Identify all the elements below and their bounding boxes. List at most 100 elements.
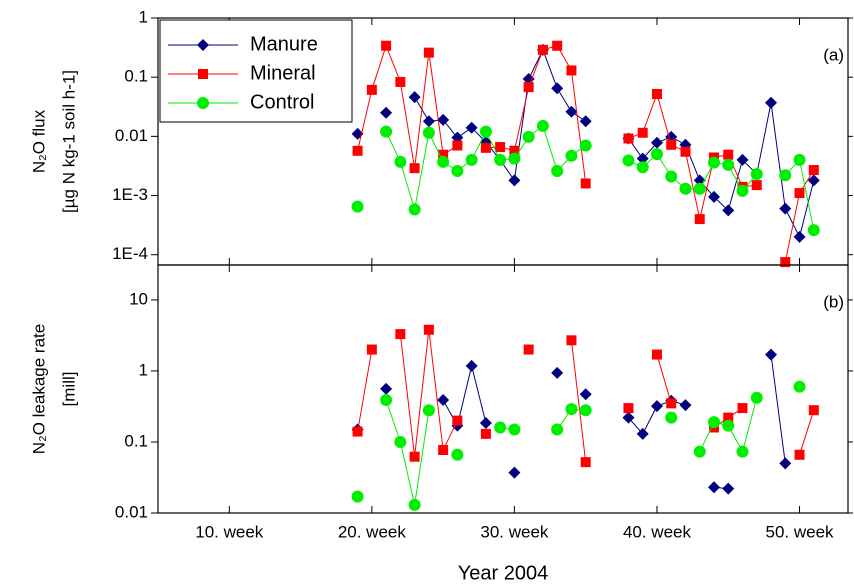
marker	[579, 404, 592, 417]
marker	[438, 149, 449, 160]
marker	[565, 105, 578, 118]
marker	[707, 481, 720, 494]
legend-label: Mineral	[250, 62, 316, 84]
marker	[523, 344, 534, 355]
marker	[579, 139, 592, 152]
series-line	[442, 354, 786, 490]
marker	[351, 490, 364, 503]
marker	[465, 121, 478, 134]
marker	[794, 188, 805, 199]
marker	[765, 348, 778, 361]
marker	[736, 184, 749, 197]
marker	[537, 44, 548, 55]
y-tick-label: 1E-3	[112, 185, 148, 204]
marker	[808, 165, 819, 176]
marker	[380, 106, 393, 119]
marker	[480, 428, 491, 439]
marker	[737, 403, 748, 414]
series-line	[385, 125, 815, 231]
marker	[422, 115, 435, 128]
marker	[451, 164, 464, 177]
marker	[622, 154, 635, 167]
marker	[722, 482, 735, 495]
marker	[566, 335, 577, 346]
y-tick-label: 0.01	[115, 502, 148, 521]
marker	[509, 145, 520, 156]
marker	[452, 140, 463, 151]
marker	[750, 168, 763, 181]
marker	[551, 423, 564, 436]
marker	[623, 133, 634, 144]
marker	[707, 416, 720, 429]
marker	[380, 393, 393, 406]
marker	[580, 457, 591, 468]
marker	[679, 399, 692, 412]
marker	[665, 411, 678, 424]
marker	[693, 182, 706, 195]
marker	[722, 158, 735, 171]
y-tick-label: 0.1	[124, 431, 148, 450]
marker	[750, 391, 763, 404]
marker	[622, 411, 635, 424]
x-axis-title: Year 2004	[458, 562, 548, 584]
x-tick-label: 40. week	[623, 522, 692, 541]
marker	[779, 457, 792, 470]
marker	[736, 153, 749, 166]
marker	[807, 224, 820, 237]
marker	[666, 398, 677, 409]
marker	[680, 146, 691, 157]
series-line	[414, 48, 815, 239]
marker	[422, 404, 435, 417]
marker	[694, 214, 705, 225]
marker	[780, 257, 791, 268]
y-tick-label: 1E-4	[112, 244, 148, 263]
marker	[751, 180, 762, 191]
marker	[197, 39, 209, 51]
marker	[707, 156, 720, 169]
marker	[636, 161, 649, 174]
marker	[793, 230, 806, 243]
y-tick-label: 0.1	[124, 67, 148, 86]
panel-label: (a)	[823, 45, 844, 64]
marker	[679, 182, 692, 195]
marker	[479, 416, 492, 429]
x-tick-label: 20. week	[338, 522, 407, 541]
marker	[779, 169, 792, 182]
y-tick-label: 1	[139, 7, 148, 26]
marker	[536, 119, 549, 132]
y-tick-label: 1	[139, 360, 148, 379]
marker	[736, 445, 749, 458]
y-axis-title: [mill]	[59, 372, 78, 407]
y-tick-label: 10	[129, 289, 148, 308]
marker	[551, 82, 564, 95]
marker	[566, 65, 577, 76]
marker	[693, 445, 706, 458]
marker	[438, 445, 449, 456]
marker	[623, 403, 634, 414]
marker	[508, 174, 521, 187]
marker	[479, 125, 492, 138]
marker	[636, 152, 649, 165]
marker	[380, 125, 393, 138]
marker	[437, 393, 450, 406]
marker	[452, 415, 463, 426]
marker	[366, 84, 377, 95]
y-axis-title: N₂O flux	[29, 109, 48, 173]
marker	[198, 69, 208, 79]
plot-frame	[157, 264, 849, 514]
marker	[395, 329, 406, 340]
marker	[651, 349, 662, 360]
x-tick-label: 10. week	[195, 522, 264, 541]
marker	[494, 421, 507, 434]
marker	[794, 449, 805, 460]
marker	[465, 153, 478, 166]
marker	[551, 366, 564, 379]
marker	[723, 149, 734, 160]
marker	[650, 400, 663, 413]
marker	[579, 388, 592, 401]
panel-label: (b)	[823, 292, 844, 311]
marker	[409, 163, 420, 174]
y-axis-title: [µg N kg-1 soil h-1]	[59, 70, 78, 213]
marker	[650, 148, 663, 161]
